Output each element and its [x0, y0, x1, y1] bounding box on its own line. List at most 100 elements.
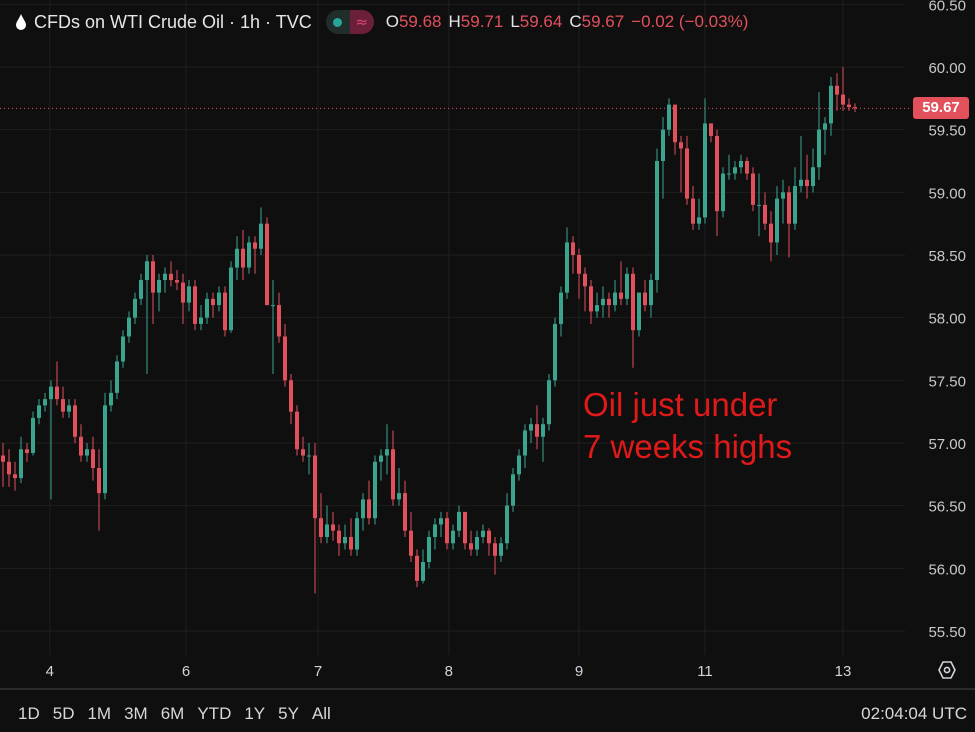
candle-down: [841, 94, 845, 105]
candle-down: [763, 204, 767, 224]
candle-down: [319, 518, 323, 537]
candle-down: [769, 223, 773, 243]
candle-down: [295, 411, 299, 450]
market-status-pill[interactable]: ≈: [325, 10, 374, 34]
candle-down: [349, 536, 353, 550]
candle-up: [307, 455, 311, 457]
range-5y-button[interactable]: 5Y: [278, 704, 299, 723]
candle-down: [25, 449, 29, 454]
candle-up: [649, 280, 653, 306]
candle-up: [145, 261, 149, 281]
candle-up: [127, 317, 131, 337]
annotation-line-1: Oil just under: [583, 386, 778, 423]
candle-up: [661, 129, 665, 161]
candle-up: [19, 449, 23, 479]
candle-up: [553, 323, 557, 381]
candle-down: [631, 273, 635, 331]
candle-up: [757, 204, 761, 206]
candle-up: [103, 405, 107, 494]
candle-down: [73, 405, 77, 437]
ohlc-legend: O59.68 H59.71 L59.64 C59.67 −0.02 (−0.03…: [386, 12, 749, 32]
candle-down: [679, 142, 683, 149]
candle-up: [793, 186, 797, 224]
candle-down: [55, 386, 59, 400]
candle-up: [727, 173, 731, 175]
candle-up: [781, 192, 785, 199]
utc-clock[interactable]: 02:04:04 UTC: [861, 704, 967, 723]
candle-down: [313, 455, 317, 519]
candle-up: [67, 405, 71, 412]
candle-down: [241, 248, 245, 268]
range-ytd-button[interactable]: YTD: [197, 704, 232, 723]
candle-up: [427, 536, 431, 563]
candle-down: [805, 179, 809, 187]
price-axis-label: 56.50: [928, 499, 966, 516]
chart-settings-icon[interactable]: [937, 660, 957, 680]
candle-up: [187, 286, 191, 303]
candlestick-chart[interactable]: 55.50 56.00 56.50 57.00 57.50 58.00 58.50 59.00…: [0, 0, 975, 688]
current-price-badge: 59.67: [913, 97, 969, 119]
candle-up: [139, 280, 143, 299]
candle-down: [13, 474, 17, 479]
candle-up: [697, 217, 701, 224]
candle-up: [397, 493, 401, 500]
candle-up: [247, 242, 251, 268]
candle-up: [775, 198, 779, 243]
candle-down: [835, 85, 839, 95]
symbol-title[interactable]: CFDs on WTI Crude Oil · 1h · TVC: [34, 11, 312, 32]
candle-up: [37, 405, 41, 418]
range-selector: 1D 5D 1M 3M 6M YTD 1Y 5Y All: [18, 704, 331, 724]
range-6m-button[interactable]: 6M: [160, 704, 185, 723]
candle-down: [787, 192, 791, 224]
candle-up: [85, 449, 89, 456]
candle-up: [31, 417, 35, 454]
candle-down: [487, 530, 491, 544]
candle-down: [469, 543, 473, 550]
price-axis-label: 59.00: [928, 185, 966, 202]
range-1y-button[interactable]: 1Y: [244, 704, 266, 723]
candle-down: [415, 555, 419, 581]
range-1m-button[interactable]: 1M: [87, 704, 112, 723]
data-delay-icon: ≈: [349, 10, 374, 34]
candle-up: [817, 129, 821, 168]
candle-down: [97, 468, 101, 494]
candle-up: [523, 430, 527, 456]
price-axis-label: 60.50: [928, 0, 966, 14]
candle-up: [721, 173, 725, 212]
candle-up: [811, 167, 815, 187]
candle-up: [559, 292, 563, 324]
candle-down: [463, 511, 467, 544]
candle-up: [433, 524, 437, 537]
candle-up: [481, 530, 485, 537]
close-label: C: [569, 12, 582, 31]
candle-up: [217, 292, 221, 306]
candle-up: [361, 499, 365, 519]
candle-up: [547, 380, 551, 425]
range-1d-button[interactable]: 1D: [18, 704, 40, 723]
price-axis-label: 60.00: [928, 60, 966, 77]
candle-up: [121, 336, 125, 362]
time-axis-label: 4: [46, 663, 54, 680]
price-axis-label: 59.50: [928, 123, 966, 140]
candle-down: [709, 123, 713, 136]
range-3m-button[interactable]: 3M: [124, 704, 148, 723]
range-5d-button[interactable]: 5D: [52, 704, 75, 723]
price-axis-label: 57.50: [928, 373, 966, 390]
annotation-line-2: 7 weeks highs: [583, 428, 793, 465]
candle-down: [301, 449, 305, 456]
divider: [0, 688, 975, 690]
price-axis-label: 55.50: [928, 624, 966, 641]
candle-up: [823, 123, 827, 130]
range-all-button[interactable]: All: [311, 704, 331, 723]
candle-down: [223, 292, 227, 331]
close-value: 59.67: [581, 12, 625, 31]
oil-drop-icon: [16, 14, 26, 30]
chart-header: CFDs on WTI Crude Oil · 1h · TVC ≈ O59.6…: [14, 8, 748, 36]
candle-up: [529, 424, 533, 431]
candle-up: [505, 505, 509, 544]
candle-down: [589, 286, 593, 312]
candle-up: [343, 536, 347, 544]
candle-up: [565, 242, 569, 293]
open-value: 59.68: [398, 12, 442, 31]
candle-up: [475, 536, 479, 550]
